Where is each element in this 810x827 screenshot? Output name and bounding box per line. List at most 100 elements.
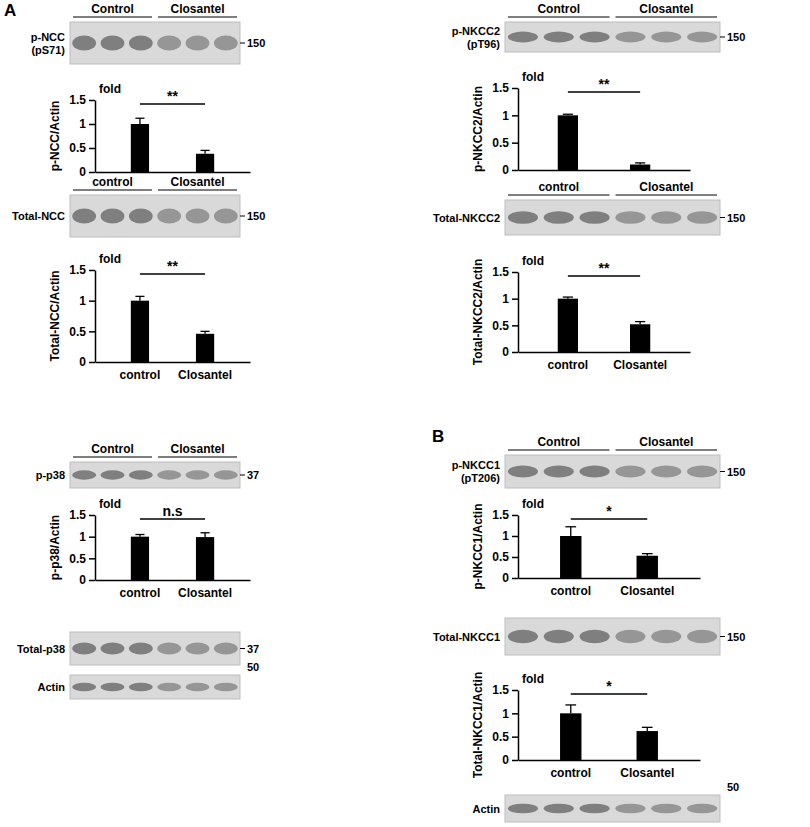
size-tick xyxy=(240,648,245,649)
x-axis-line xyxy=(96,172,251,174)
y-tick-label: 1.5 xyxy=(69,263,86,277)
y-tick-mark xyxy=(89,558,95,560)
y-tick-mark xyxy=(512,170,518,172)
error-bar xyxy=(135,118,144,124)
bar xyxy=(558,115,578,170)
x-tick-label: Closantel xyxy=(620,766,674,780)
figure: ABp-NCC(pS71)ControlClosantel150Total-NC… xyxy=(0,0,810,827)
bar xyxy=(196,154,214,172)
group-label: Closantel xyxy=(639,435,693,449)
error-cap xyxy=(565,526,576,527)
blot-band xyxy=(651,32,681,43)
blot-band xyxy=(508,630,538,643)
group-line xyxy=(616,16,718,17)
y-tick-label: 1.5 xyxy=(492,683,509,697)
blot-band xyxy=(508,466,538,478)
y-axis: 00.511.5 xyxy=(69,508,95,587)
y-tick: 0 xyxy=(502,345,518,359)
group-line xyxy=(508,16,610,17)
y-tick-label: 1 xyxy=(79,117,86,131)
y-tick-mark xyxy=(512,115,518,117)
blot-band xyxy=(651,211,681,224)
y-tick-label: 0 xyxy=(502,571,509,585)
blot-band xyxy=(101,35,125,50)
x-tick-label: Closantel xyxy=(620,584,674,598)
error-bar xyxy=(565,705,576,713)
bar-chart: 00.511.5controlClosantel**foldTotal-NCC/… xyxy=(48,252,251,382)
significance-label: ** xyxy=(599,260,610,276)
blot-band xyxy=(687,32,717,43)
blot-band xyxy=(129,470,153,479)
blot-label-line: Total-NKCC1 xyxy=(433,631,500,643)
y-tick-label: 1 xyxy=(79,294,86,308)
blot-label-line: (pT206) xyxy=(461,472,500,484)
x-axis-line xyxy=(519,352,691,354)
blot-band xyxy=(687,804,717,814)
blot-label: p-NCC(pS71) xyxy=(31,31,66,56)
blot-band xyxy=(101,470,125,479)
size-marker: 150 xyxy=(727,212,745,224)
blot-label: Actin xyxy=(38,681,66,693)
x-tick: control xyxy=(550,760,591,780)
blot: Actin50 xyxy=(473,781,740,822)
y-tick-mark xyxy=(89,536,95,538)
blot-label-line: p-NKCC1 xyxy=(452,459,500,471)
x-axis: control Closantel xyxy=(519,760,701,780)
blot-label-line: p-p38 xyxy=(36,469,65,481)
blot-background xyxy=(505,22,720,52)
group-line xyxy=(508,194,610,195)
y-tick-label: 1 xyxy=(502,529,509,543)
error-bar xyxy=(201,331,210,333)
blot-band xyxy=(129,35,153,50)
panel-letter: A xyxy=(4,1,16,20)
blot-band xyxy=(186,470,210,479)
unit-label: fold xyxy=(522,672,544,686)
y-tick: 1 xyxy=(502,109,518,123)
error-cap xyxy=(135,118,144,119)
x-tick-label: control xyxy=(548,358,589,372)
x-tick-label: control xyxy=(120,586,161,600)
group-label: Control xyxy=(537,435,580,449)
x-axis-line xyxy=(519,578,701,580)
blot-band xyxy=(508,211,538,224)
y-axis-line xyxy=(518,273,520,353)
blot-band xyxy=(651,466,681,478)
size-marker: 150 xyxy=(247,210,265,222)
blot-band xyxy=(544,211,574,224)
bar xyxy=(131,301,149,362)
x-tick: Closantel xyxy=(178,362,232,382)
blot-label-line: Total-p38 xyxy=(17,643,65,655)
blot-label: Total-NCC xyxy=(12,210,65,222)
blot-band xyxy=(687,630,717,643)
error-cap xyxy=(635,162,645,163)
x-tick: control xyxy=(120,580,161,600)
blot: p-NKCC1(pT206)ControlClosantel150 xyxy=(452,435,746,488)
bar-chart: 00.511.5controlClosanteln.sfoldp-p38/Act… xyxy=(48,497,251,600)
y-tick-mark xyxy=(512,88,518,90)
blot-background xyxy=(70,195,240,237)
bar xyxy=(630,165,650,170)
plot-area xyxy=(560,705,658,760)
y-tick-mark xyxy=(512,272,518,274)
x-axis xyxy=(519,170,691,172)
blot-label: Total-p38 xyxy=(17,643,65,655)
y-tick-mark xyxy=(512,142,518,144)
y-tick-label: 1 xyxy=(79,530,86,544)
y-tick-mark xyxy=(512,713,518,715)
size-tick xyxy=(720,217,725,218)
blot-label-line: p-NKCC2 xyxy=(452,25,500,37)
blot-band xyxy=(687,466,717,478)
y-tick-label: 0 xyxy=(79,355,86,369)
y-tick-label: 1.5 xyxy=(492,508,509,522)
y-axis: 00.511.5 xyxy=(492,683,518,767)
y-tick: 1 xyxy=(502,292,518,306)
y-tick-label: 1.5 xyxy=(492,81,509,95)
error-cap xyxy=(201,150,210,151)
x-axis-line xyxy=(96,362,251,364)
blot-band xyxy=(129,643,153,655)
y-tick-label: 0.5 xyxy=(69,552,86,566)
x-axis: controlClosantel xyxy=(519,352,691,372)
group-line xyxy=(158,16,237,17)
bar xyxy=(560,536,581,578)
y-axis: 00.511.5 xyxy=(69,263,95,369)
